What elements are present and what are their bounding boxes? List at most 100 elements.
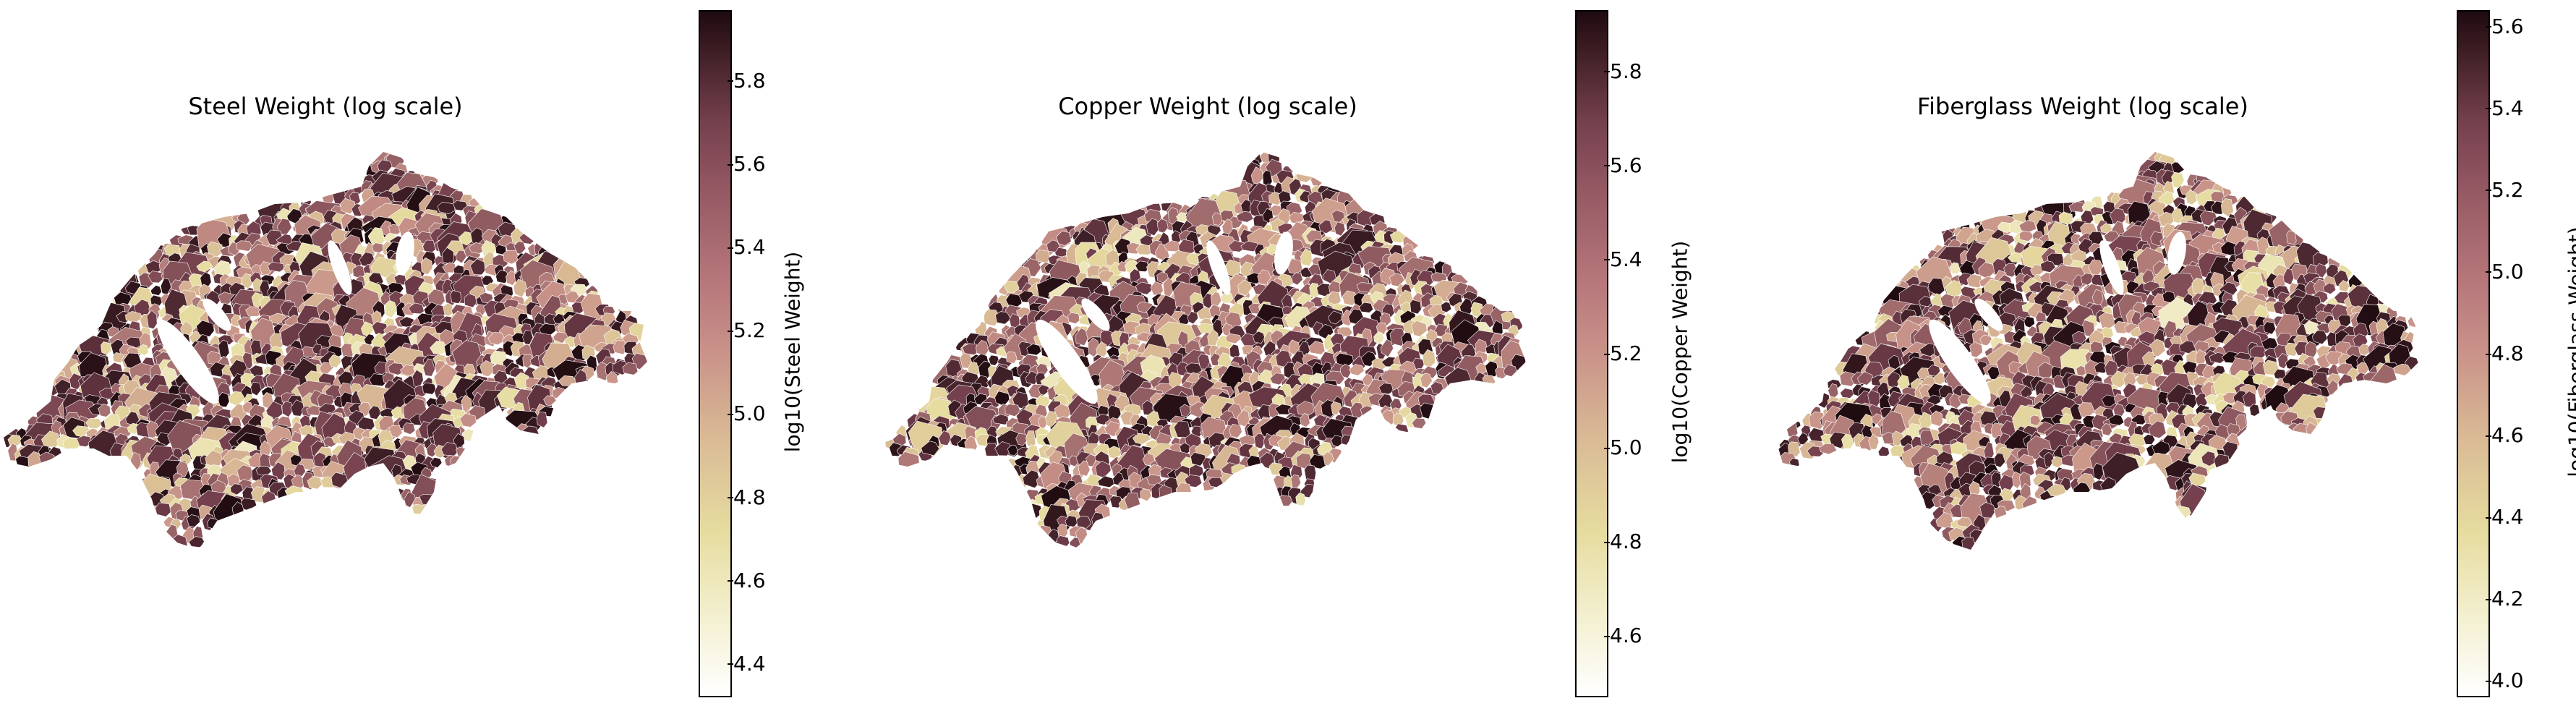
colorbar-tick: 5.0	[1604, 435, 1642, 460]
municipality	[1229, 423, 1242, 438]
municipality	[1026, 344, 1042, 356]
municipality	[2058, 211, 2073, 226]
municipality	[442, 262, 457, 273]
colorbar-tick: 4.8	[1604, 530, 1642, 554]
municipality	[1342, 290, 1357, 306]
municipality	[1208, 477, 1224, 488]
lake	[1274, 231, 1293, 275]
municipality	[1132, 433, 1152, 445]
municipality	[1409, 299, 1422, 315]
municipality	[408, 302, 425, 315]
map-title: Steel Weight (log scale)	[188, 93, 463, 120]
municipality	[2101, 423, 2112, 436]
municipality	[1979, 334, 1993, 346]
switzerland-map	[4, 152, 647, 550]
municipality	[1969, 341, 1983, 358]
municipality	[137, 344, 149, 356]
municipality	[125, 336, 142, 348]
municipality	[1310, 174, 1324, 187]
municipality	[938, 430, 952, 446]
municipality	[994, 441, 1012, 456]
municipality	[245, 306, 262, 317]
colorbar-tick: 4.2	[2486, 587, 2524, 611]
lake	[2167, 231, 2186, 275]
municipality	[307, 475, 323, 490]
municipality	[2323, 282, 2337, 294]
municipality	[388, 425, 403, 438]
municipality	[622, 362, 639, 375]
municipality	[1117, 261, 1129, 273]
municipality	[101, 341, 112, 355]
municipality	[1006, 351, 1018, 364]
municipality	[1140, 488, 1152, 502]
lake	[157, 319, 219, 404]
municipality	[522, 329, 534, 345]
switzerland-map	[884, 152, 1526, 550]
municipality	[1156, 271, 1169, 284]
municipality	[995, 311, 1012, 325]
colorbar-tick: 5.0	[2486, 259, 2524, 284]
municipality	[2068, 201, 2086, 213]
map-panel-copper: Copper Weight (log scale) 5.8 5.6 5.4 5.2 5.…	[871, 0, 1732, 706]
municipality	[1356, 282, 1376, 293]
colorbar-tick: 5.2	[728, 318, 766, 343]
municipality	[2356, 362, 2369, 375]
municipality	[2157, 391, 2170, 407]
lake	[202, 298, 231, 331]
municipality	[897, 451, 921, 477]
municipality	[1057, 535, 1070, 550]
municipality	[187, 225, 200, 236]
map-panel-steel: Steel Weight (log scale) 5.8 5.6 5.4 5.2 5.0…	[0, 0, 861, 706]
municipality	[988, 354, 999, 366]
municipality	[2313, 406, 2329, 420]
municipality	[290, 399, 304, 417]
municipality	[2143, 434, 2156, 445]
municipality	[1485, 360, 1499, 377]
municipality	[992, 414, 1009, 425]
colorbar-tick: 4.4	[2486, 505, 2524, 530]
lake	[1929, 319, 1991, 404]
municipality	[1096, 341, 1107, 357]
municipality	[69, 373, 83, 391]
municipality	[1240, 240, 1259, 252]
municipality	[2286, 230, 2297, 245]
municipality	[1237, 279, 1253, 297]
municipality	[2201, 451, 2217, 467]
municipality	[384, 300, 398, 319]
municipality	[2072, 331, 2087, 344]
municipality	[464, 293, 477, 308]
municipality	[230, 483, 244, 496]
municipality	[188, 536, 205, 548]
municipality	[422, 382, 437, 395]
municipality	[2094, 362, 2108, 374]
municipality	[1327, 310, 1343, 325]
municipality	[2185, 190, 2197, 205]
municipality	[1003, 281, 1020, 294]
municipality	[146, 310, 158, 330]
municipality	[411, 503, 428, 515]
municipality	[1225, 333, 1242, 344]
map-title: Copper Weight (log scale)	[1058, 93, 1357, 120]
municipality	[2337, 373, 2354, 391]
municipality	[1300, 247, 1313, 267]
colorbar-tick: 4.6	[2486, 423, 2524, 448]
municipality	[2043, 451, 2055, 468]
colorbar-gradient	[2458, 12, 2488, 696]
municipality	[487, 332, 506, 346]
colorbar-tick: 5.0	[728, 401, 766, 426]
colorbar-tick: 5.8	[1604, 59, 1642, 83]
municipality	[1318, 219, 1334, 234]
municipality	[1304, 464, 1318, 482]
municipality	[196, 320, 215, 337]
municipality	[1932, 372, 1947, 385]
colorbar-tick: 5.6	[1604, 153, 1642, 177]
municipality	[452, 200, 468, 211]
colorbar-tick: 4.8	[728, 485, 766, 509]
municipality	[250, 381, 262, 396]
colorbar-gradient	[1577, 12, 1607, 696]
municipality	[98, 403, 111, 417]
municipality	[1389, 328, 1407, 346]
municipality	[268, 261, 285, 273]
lake	[1036, 319, 1098, 404]
municipality	[1007, 444, 1019, 456]
